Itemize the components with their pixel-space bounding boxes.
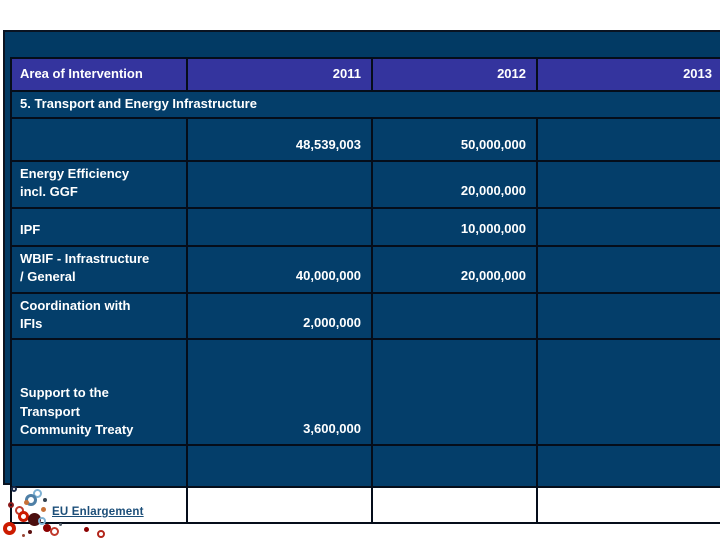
logo-dot: [84, 527, 89, 532]
logo-dot: [24, 500, 29, 505]
logo-dot: [59, 523, 62, 526]
row-label: Support to the Transport Community Treat…: [10, 337, 188, 446]
header-area-of-intervention: Area of Intervention: [10, 57, 188, 92]
table-row: [10, 443, 720, 488]
table-row: Coordination with IFIs 2,000,000: [10, 291, 720, 340]
cell-2012: 20,000,000: [371, 244, 538, 294]
cell-2013: [536, 291, 720, 340]
logo-dot: [97, 530, 105, 538]
logo-dot: [50, 527, 59, 536]
table-row: Energy Efficiency incl. GGF 20,000,000: [10, 160, 720, 209]
row-label: Coordination with IFIs: [10, 291, 188, 340]
cell-2011: 48,539,003: [186, 117, 373, 163]
cell-2013: [536, 244, 720, 294]
logo-dot: [41, 507, 46, 512]
cell-2012: [371, 291, 538, 340]
cell-2011: [186, 485, 373, 524]
cell-2012: [371, 337, 538, 446]
logo-dot: [43, 498, 47, 502]
table-row: IPF 10,000,000: [10, 206, 720, 247]
row-label: [10, 117, 188, 163]
cell-2013: [536, 443, 720, 488]
cell-2011: 40,000,000: [186, 244, 373, 294]
cell-2013: [536, 337, 720, 446]
cell-2011: 2,000,000: [186, 291, 373, 340]
logo-dot: [11, 486, 17, 492]
header-year-2011: 2011: [186, 57, 373, 92]
logo-dot: [8, 502, 14, 508]
table-header-row: Area of Intervention 2011 2012 2013: [10, 57, 720, 92]
logo-dot: [28, 513, 41, 526]
logo-dot: [43, 524, 51, 532]
cell-2012: 20,000,000: [371, 160, 538, 209]
row-label: WBIF - Infrastructure / General: [10, 244, 188, 294]
cell-2013: [536, 160, 720, 209]
logo-dot: [22, 534, 25, 537]
cell-2011: [186, 160, 373, 209]
cell-2011: [186, 206, 373, 247]
cell-2013: [536, 117, 720, 163]
table-row: WBIF - Infrastructure / General 40,000,0…: [10, 244, 720, 294]
allocation-table: Area of Intervention 2011 2012 2013 5. T…: [10, 57, 720, 524]
logo-dot: [3, 522, 16, 535]
logo-dot: [28, 530, 32, 534]
eu-enlargement-label: EU Enlargement: [52, 506, 144, 518]
eu-enlargement-logo-icon: [0, 478, 180, 540]
table-section-row: 5. Transport and Energy Infrastructure: [10, 89, 720, 120]
table-row: [10, 485, 720, 524]
table-row: Support to the Transport Community Treat…: [10, 337, 720, 446]
cell-2012: [371, 443, 538, 488]
cell-2012: [371, 485, 538, 524]
row-label: IPF: [10, 206, 188, 247]
row-label: Energy Efficiency incl. GGF: [10, 160, 188, 209]
cell-2011: 3,600,000: [186, 337, 373, 446]
header-year-2013: 2013: [536, 57, 720, 92]
logo-dot: [38, 517, 46, 525]
logo-dot: [33, 489, 42, 498]
header-year-2012: 2012: [371, 57, 538, 92]
cell-2012: 10,000,000: [371, 206, 538, 247]
cell-2013: [536, 485, 720, 524]
cell-2013: [536, 206, 720, 247]
logo-dot: [18, 511, 29, 522]
table-row: 48,539,003 50,000,000: [10, 117, 720, 163]
section-title: 5. Transport and Energy Infrastructure: [10, 89, 720, 120]
cell-2012: 50,000,000: [371, 117, 538, 163]
cell-2011: [186, 443, 373, 488]
row-label: [10, 443, 188, 488]
